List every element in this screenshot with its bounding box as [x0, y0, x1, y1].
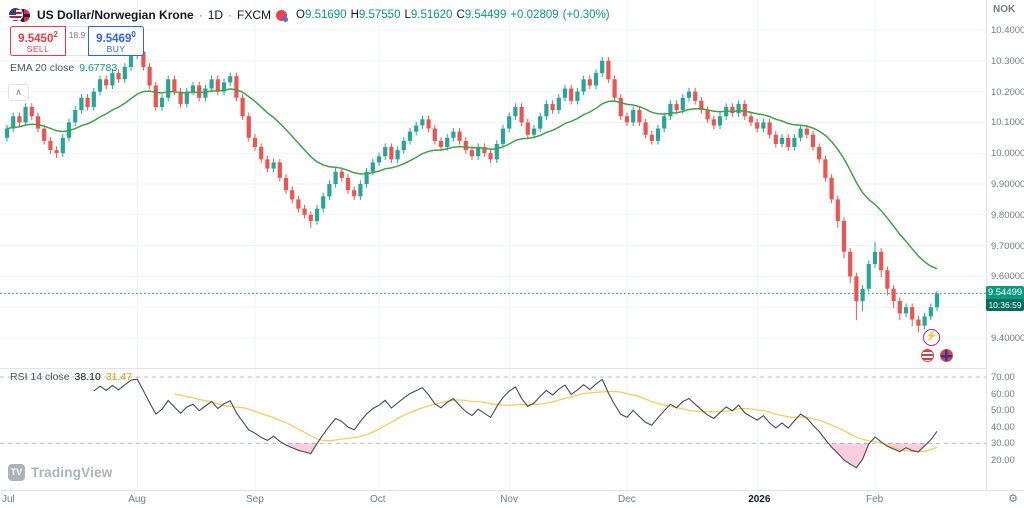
time-axis-label: Nov [500, 494, 518, 505]
time-axis-label: Aug [128, 494, 146, 505]
open-value: 9.51690 [305, 9, 347, 21]
collapse-panel-button[interactable]: ∧ [8, 84, 29, 101]
change-percent: (+0.30%) [562, 9, 610, 21]
provider-logo-icon [276, 9, 289, 22]
currency-label[interactable]: NOK [993, 4, 1016, 15]
order-panel: 9.54502 SELL 18.9 9.54690 BUY [10, 26, 144, 56]
chart-header: US Dollar/Norwegian Krone · 1D · FXCM O9… [8, 5, 610, 25]
us-roundel-icon[interactable] [921, 349, 934, 362]
instant-order-lightning-icon[interactable]: ⚡ [923, 329, 940, 346]
price-axis-label: 10.00000 [991, 148, 1024, 160]
header-separator: · [198, 8, 203, 22]
time-axis-label: Oct [370, 494, 386, 505]
spread-value: 18.9 [66, 26, 88, 56]
exchange-label: FXCM [237, 8, 272, 22]
panel-separator[interactable] [0, 368, 1024, 369]
price-axis-label: 9.90000 [991, 179, 1024, 190]
tradingview-logo-icon: TV [8, 464, 25, 481]
price-axis-label: 9.70000 [991, 240, 1024, 252]
ema-value: 9.67783 [79, 62, 118, 74]
price-axis-label: 10.10000 [991, 117, 1024, 129]
rsi-axis-label: 40.00 [991, 421, 1015, 433]
norway-roundel-icon[interactable] [940, 349, 953, 362]
us-flag-icon [8, 7, 23, 22]
open-label: O [296, 9, 305, 21]
sell-button[interactable]: 9.54502 SELL [10, 26, 66, 56]
gear-icon[interactable]: ⚙ [1008, 493, 1018, 505]
tradingview-logo[interactable]: TV TradingView [8, 464, 112, 481]
high-value: 9.57550 [358, 9, 401, 21]
time-axis-label: Dec [618, 494, 636, 505]
ohlc-readout: O9.51690 H9.57550 L9.51620 C9.54499 +0.0… [296, 9, 610, 21]
rsi-label: RSI 14 close [10, 371, 70, 383]
price-axis[interactable]: 10.40000 10.30000 10.20000 10.10000 10.00000… [986, 0, 1024, 490]
ema-label: EMA 20 close [10, 62, 75, 74]
rsi-axis-label: 70.00 [991, 372, 1015, 383]
rsi-axis-label: 60.00 [991, 388, 1015, 400]
bar-countdown: 10:36:59 [986, 299, 1024, 311]
change-value: +0.02809 [510, 9, 559, 21]
price-axis-label: 9.40000 [991, 333, 1024, 344]
time-axis-label: Sep [246, 494, 264, 505]
rsi-axis-label: 50.00 [991, 405, 1015, 417]
low-value: 9.51620 [410, 9, 453, 21]
price-axis-label: 9.80000 [991, 209, 1024, 221]
rsi-axis-label: 30.00 [991, 438, 1015, 450]
close-value: 9.54499 [464, 9, 507, 21]
sell-label: SELL [26, 43, 50, 54]
symbol-title[interactable]: US Dollar/Norwegian Krone [37, 8, 194, 22]
price-axis-label: 10.20000 [991, 86, 1024, 98]
price-axis-label: 9.60000 [991, 271, 1024, 283]
close-label: C [456, 9, 465, 21]
current-price-value: 9.54499 [986, 286, 1024, 299]
time-axis-label: 2026 [748, 494, 771, 505]
time-axis-label: Feb [866, 494, 884, 505]
price-axis-label: 10.30000 [991, 55, 1024, 67]
low-label: L [404, 9, 411, 21]
tradingview-logo-text: TradingView [31, 465, 113, 480]
symbol-flag-icon [8, 7, 32, 23]
rsi-axis-label: 20.00 [991, 455, 1015, 466]
price-axis-label: 10.40000 [991, 25, 1024, 36]
current-price-badge[interactable]: 9.54499 10:36:59 [986, 286, 1024, 311]
time-axis[interactable]: Jul Aug Sep Oct Nov Dec 2026 Feb [0, 490, 1024, 508]
timeframe-button[interactable]: 1D [207, 8, 224, 22]
high-label: H [350, 9, 359, 21]
rsi-ma-value: 31.47 [105, 371, 133, 383]
time-axis-label: Jul [2, 494, 15, 505]
ema-indicator-legend[interactable]: EMA 20 close 9.67783 [10, 62, 117, 74]
header-separator: · [228, 8, 233, 22]
rsi-indicator-legend[interactable]: RSI 14 close 38.10 31.47 [10, 371, 132, 383]
buy-button[interactable]: 9.54690 BUY [88, 26, 144, 56]
rsi-value: 38.10 [74, 371, 101, 383]
buy-label: BUY [106, 43, 126, 54]
